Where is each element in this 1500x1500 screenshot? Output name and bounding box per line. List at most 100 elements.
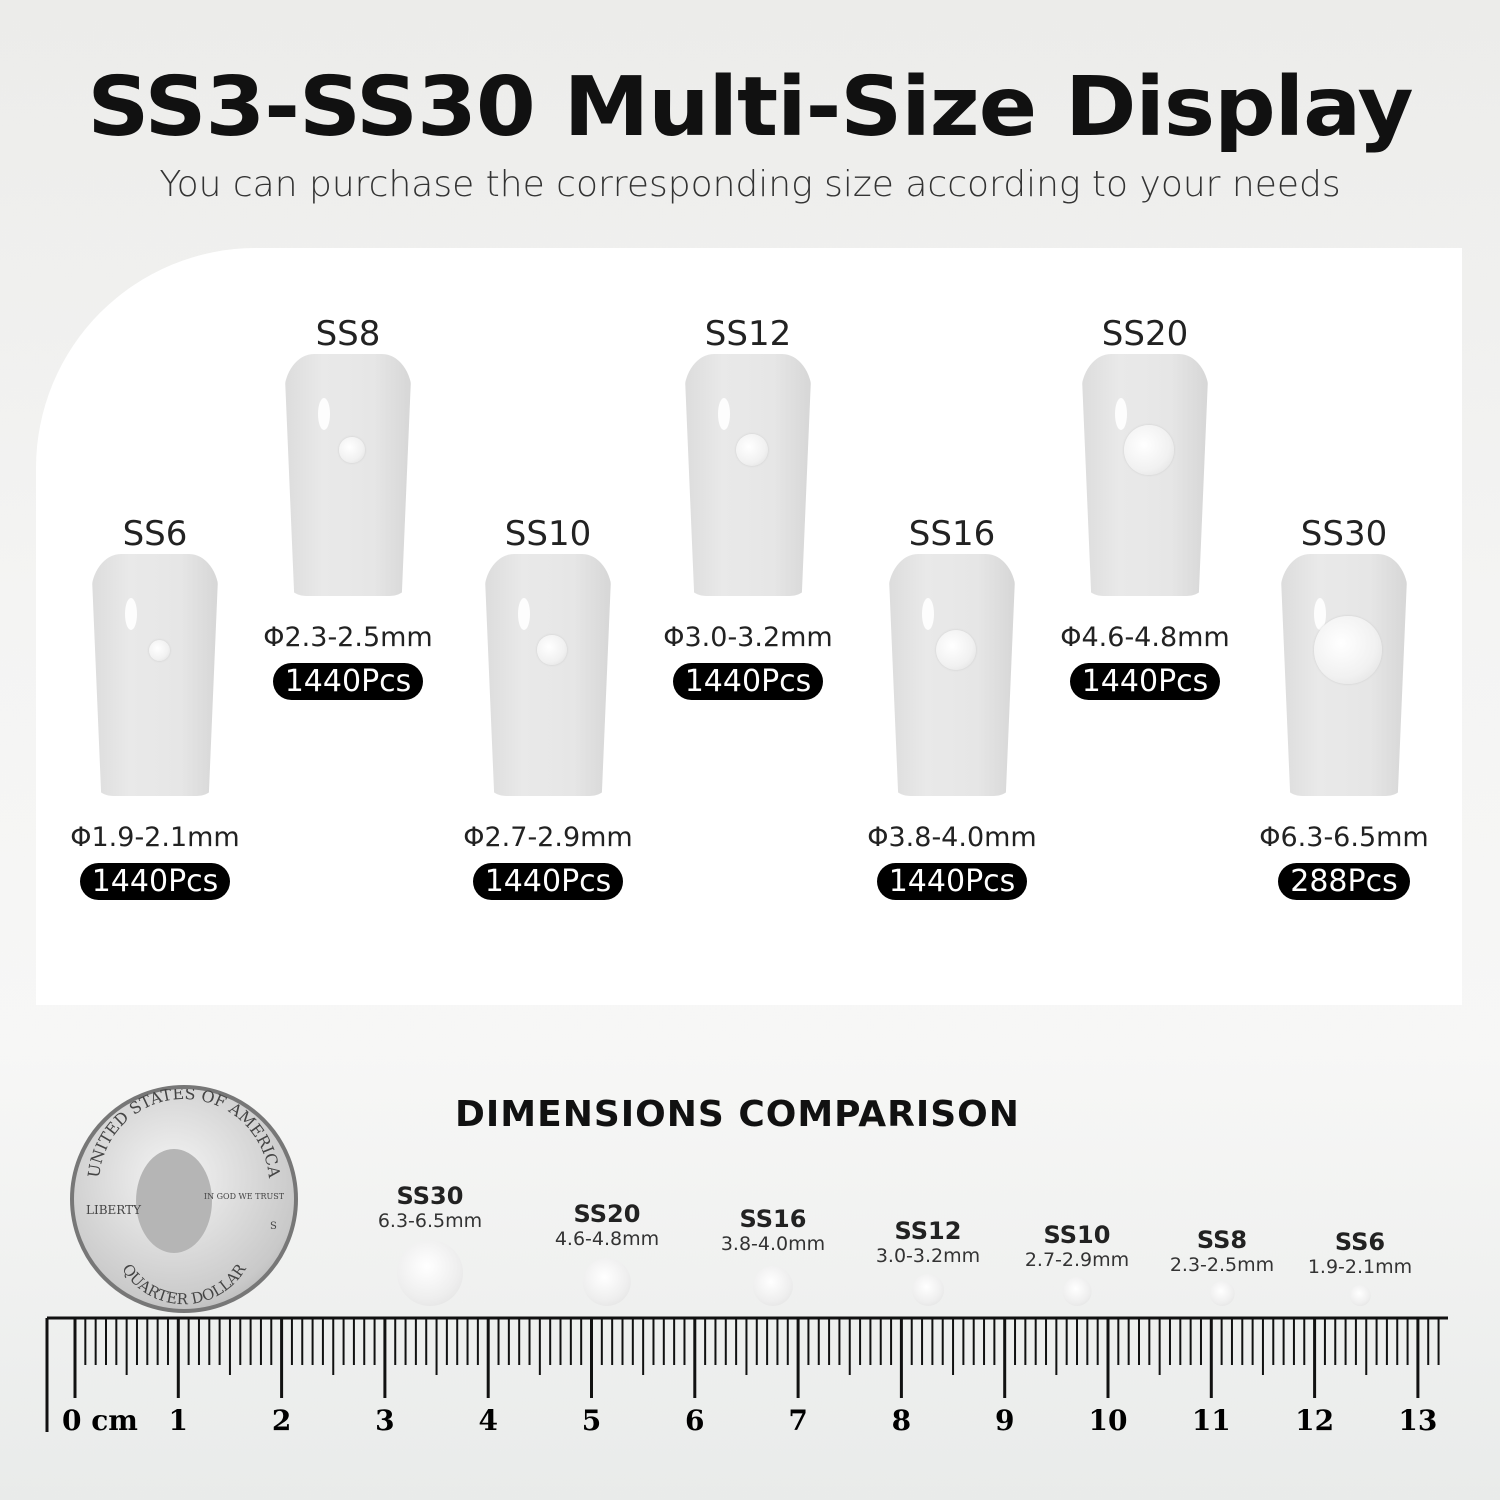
diameter-text: Φ6.3-6.5mm — [1259, 822, 1429, 853]
diameter-text: Φ1.9-2.1mm — [70, 822, 240, 853]
comparison-size-name: SS8 — [1196, 1226, 1248, 1254]
ruler-label: 0 cm — [62, 1404, 138, 1437]
count-badge: 1440Pcs — [1069, 663, 1221, 700]
size-card-ss10: SS10 Φ2.7-2.9mm 1440Pcs — [438, 514, 658, 900]
shine-highlight — [125, 598, 137, 630]
rhinestone — [935, 629, 977, 671]
comparison-title: DIMENSIONS COMPARISON — [455, 1094, 1020, 1135]
coin-mint-mark: S — [270, 1221, 277, 1232]
page-title: SS3-SS30 Multi-Size Display — [87, 60, 1413, 155]
comparison-size-range: 4.6-4.8mm — [554, 1228, 660, 1250]
rhinestone — [537, 635, 567, 665]
page-subtitle: You can purchase the corresponding size … — [159, 164, 1341, 205]
count-badge: 1440Pcs — [79, 863, 231, 900]
rhinestone — [397, 1240, 463, 1306]
rhinestone — [735, 433, 769, 467]
count-badge: 1440Pcs — [672, 663, 824, 700]
ruler-label: 9 — [995, 1404, 1014, 1437]
diameter-text: Φ4.6-4.8mm — [1060, 622, 1230, 653]
size-label: SS10 — [504, 514, 592, 554]
nail-tip-image — [91, 554, 219, 796]
ruler-label: 4 — [478, 1404, 497, 1437]
coin-motto-text: IN GOD WE TRUST — [204, 1192, 285, 1201]
ruler-label: 11 — [1192, 1404, 1231, 1437]
nail-tip-image — [888, 554, 1016, 796]
comparison-size-range: 3.0-3.2mm — [875, 1245, 981, 1267]
portrait-shape — [136, 1149, 212, 1253]
comparison-size-name: SS6 — [1334, 1228, 1386, 1256]
shine-highlight — [1314, 598, 1326, 630]
ruler-label: 13 — [1398, 1404, 1437, 1437]
rhinestone — [1209, 1281, 1235, 1306]
comparison-size-name: SS20 — [573, 1200, 641, 1228]
ruler-label: 6 — [685, 1404, 704, 1437]
ruler-label: 8 — [892, 1404, 911, 1437]
count-badge: 1440Pcs — [272, 663, 424, 700]
ruler-label: 2 — [272, 1404, 291, 1437]
count-badge: 1440Pcs — [472, 863, 624, 900]
rhinestone — [582, 1257, 632, 1306]
comparison-size-name: SS10 — [1043, 1221, 1111, 1249]
comparison-size-range: 2.3-2.5mm — [1169, 1254, 1275, 1276]
size-card-ss30: SS30 Φ6.3-6.5mm 288Pcs — [1234, 514, 1454, 900]
nail-tip-image — [484, 554, 612, 796]
size-card-ss16: SS16 Φ3.8-4.0mm 1440Pcs — [842, 514, 1062, 900]
quarter-coin-image: UNITED STATES OF AMERICA QUARTER DOLLAR … — [70, 1084, 298, 1313]
nail-tip-image — [1081, 354, 1209, 596]
size-label: SS12 — [704, 314, 792, 354]
shine-highlight — [1115, 398, 1127, 430]
size-card-ss12: SS12 Φ3.0-3.2mm 1440Pcs — [638, 314, 858, 700]
size-label: SS16 — [908, 514, 996, 554]
comparison-size-range: 1.9-2.1mm — [1307, 1256, 1413, 1278]
shine-highlight — [518, 598, 530, 630]
comparison-size-name: SS16 — [739, 1205, 807, 1233]
size-label: SS8 — [315, 314, 381, 354]
comparison-item-ss10: SS10 2.7-2.9mm — [1012, 1221, 1142, 1306]
diameter-text: Φ3.8-4.0mm — [867, 822, 1037, 853]
shine-highlight — [318, 398, 330, 430]
comparison-size-name: SS12 — [894, 1217, 962, 1245]
ruler-label: 12 — [1295, 1404, 1334, 1437]
comparison-item-ss16: SS16 3.8-4.0mm — [708, 1205, 838, 1306]
size-label: SS30 — [1300, 514, 1388, 554]
diameter-text: Φ2.3-2.5mm — [263, 622, 433, 653]
shine-highlight — [718, 398, 730, 430]
ruler-label: 10 — [1089, 1404, 1128, 1437]
comparison-item-ss12: SS12 3.0-3.2mm — [863, 1217, 993, 1306]
count-badge: 1440Pcs — [876, 863, 1028, 900]
shine-highlight — [922, 598, 934, 630]
nail-tip-image — [284, 354, 412, 596]
size-card-ss20: SS20 Φ4.6-4.8mm 1440Pcs — [1035, 314, 1255, 700]
size-label: SS20 — [1101, 314, 1189, 354]
rhinestone — [1349, 1285, 1371, 1306]
comparison-size-name: SS30 — [396, 1182, 464, 1210]
nail-tip-image — [1280, 554, 1408, 796]
comparison-size-range: 2.7-2.9mm — [1024, 1249, 1130, 1271]
ruler-label: 7 — [788, 1404, 807, 1437]
ruler-label: 3 — [375, 1404, 394, 1437]
rhinestone — [1062, 1277, 1092, 1306]
diameter-text: Φ3.0-3.2mm — [663, 622, 833, 653]
comparison-item-ss6: SS6 1.9-2.1mm — [1295, 1228, 1425, 1306]
size-card-ss6: SS6 Φ1.9-2.1mm 1440Pcs — [45, 514, 265, 900]
rhinestone — [752, 1265, 794, 1306]
comparison-size-range: 6.3-6.5mm — [377, 1210, 483, 1232]
nail-tip-image — [684, 354, 812, 596]
comparison-item-ss20: SS20 4.6-4.8mm — [542, 1200, 672, 1306]
rhinestone — [148, 639, 170, 661]
diameter-text: Φ2.7-2.9mm — [463, 822, 633, 853]
rhinestone — [1314, 616, 1382, 684]
rhinestone — [339, 437, 365, 463]
size-label: SS6 — [122, 514, 188, 554]
ruler-label: 1 — [169, 1404, 188, 1437]
comparison-item-ss8: SS8 2.3-2.5mm — [1157, 1226, 1287, 1306]
count-badge: 288Pcs — [1278, 863, 1410, 900]
coin-liberty-text: LIBERTY — [86, 1203, 142, 1217]
ruler-label: 5 — [582, 1404, 601, 1437]
rhinestone — [912, 1274, 944, 1306]
comparison-item-ss30: SS30 6.3-6.5mm — [365, 1182, 495, 1306]
comparison-size-range: 3.8-4.0mm — [720, 1233, 826, 1255]
size-card-ss8: SS8 Φ2.3-2.5mm 1440Pcs — [238, 314, 458, 700]
rhinestone — [1124, 425, 1174, 475]
